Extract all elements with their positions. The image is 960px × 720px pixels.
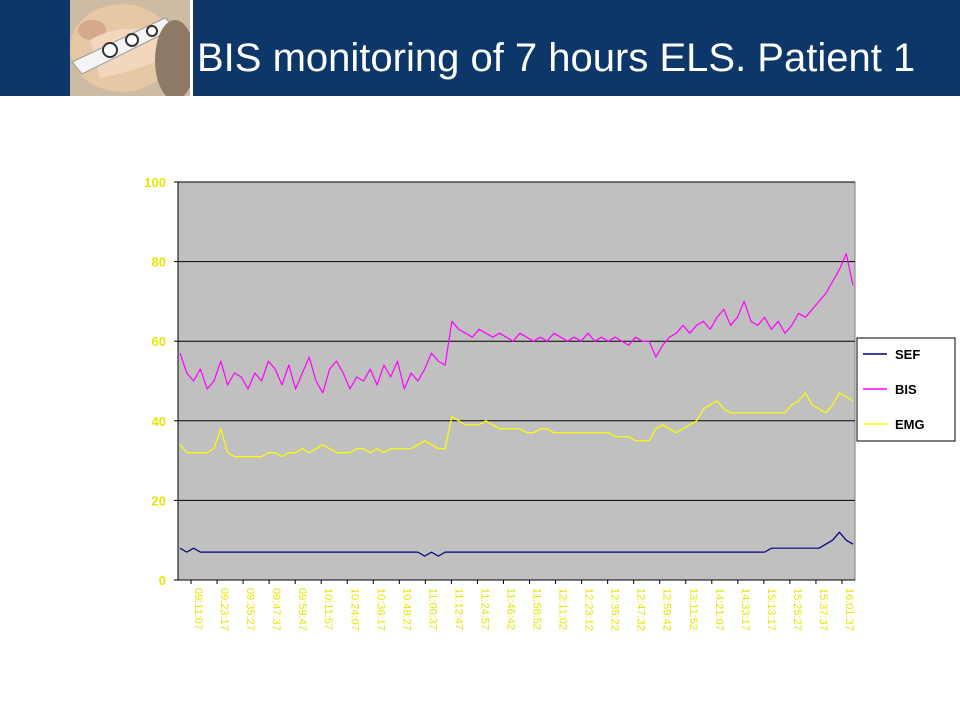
x-axis-ticks: 09:11:07 09:23:17 09:35:27 09:47:37 09:59:47…	[190, 580, 855, 631]
y-tick-label: 20	[152, 493, 166, 508]
y-tick-label: 40	[152, 414, 166, 429]
legend: SEF BIS EMG	[856, 337, 956, 442]
x-tick-label: 10:36:17	[374, 588, 386, 631]
series-line-emg	[179, 392, 854, 458]
patient-face-icon	[70, 0, 190, 96]
plot-area	[177, 181, 856, 581]
y-tick-label: 60	[152, 334, 166, 349]
x-tick-label: 09:11:07	[192, 588, 204, 630]
y-tick-label: 80	[152, 255, 166, 270]
x-tick-label: 11:00:37	[426, 588, 438, 630]
x-tick-label: 11:12:47	[452, 588, 464, 630]
x-tick-label: 12:35:22	[609, 588, 621, 631]
header-bar-left	[0, 0, 70, 96]
x-tick-label: 11:58:52	[531, 588, 543, 630]
patient-photo	[70, 0, 190, 96]
x-tick-label: 14:33:17	[739, 588, 751, 631]
x-tick-label: 09:23:17	[218, 588, 230, 631]
y-tick-label: 100	[144, 175, 166, 190]
x-tick-label: 12:11:02	[557, 588, 569, 630]
grid-lines	[178, 181, 855, 581]
x-tick-label: 15:13:17	[765, 588, 777, 631]
x-tick-label: 12:23:12	[583, 588, 595, 631]
x-tick-label: 16:01:37	[843, 588, 855, 631]
x-tick-label: 09:35:27	[244, 588, 256, 631]
series-lines	[179, 253, 854, 557]
x-tick-label: 11:24:57	[478, 588, 490, 630]
x-tick-label: 11:46:42	[504, 588, 516, 630]
x-tick-label: 09:59:47	[296, 588, 308, 631]
y-axis-ticks: 0 20 40 60 80 100	[144, 175, 179, 588]
legend-label-bis: BIS	[895, 382, 917, 397]
series-line-bis	[179, 253, 854, 394]
header-bar-right	[193, 0, 960, 96]
x-tick-label: 10:24:07	[348, 588, 360, 631]
legend-label-emg: EMG	[895, 417, 925, 432]
x-tick-label: 14:21:07	[713, 588, 725, 631]
x-tick-label: 13:11:52	[687, 588, 699, 630]
x-tick-label: 12:59:42	[661, 588, 673, 631]
x-tick-label: 15:37:37	[817, 588, 829, 631]
x-tick-label: 15:25:27	[791, 588, 803, 631]
slide-title: BIS monitoring of 7 hours ELS. Patient 1	[197, 36, 916, 80]
x-tick-label: 09:47:37	[270, 588, 282, 631]
y-tick-label: 0	[159, 573, 166, 588]
series-line-sef	[179, 531, 854, 557]
legend-label-sef: SEF	[895, 347, 920, 362]
x-tick-label: 10:11:57	[322, 588, 334, 630]
x-tick-label: 10:48:27	[400, 588, 412, 631]
x-tick-label: 12:47:32	[635, 588, 647, 631]
